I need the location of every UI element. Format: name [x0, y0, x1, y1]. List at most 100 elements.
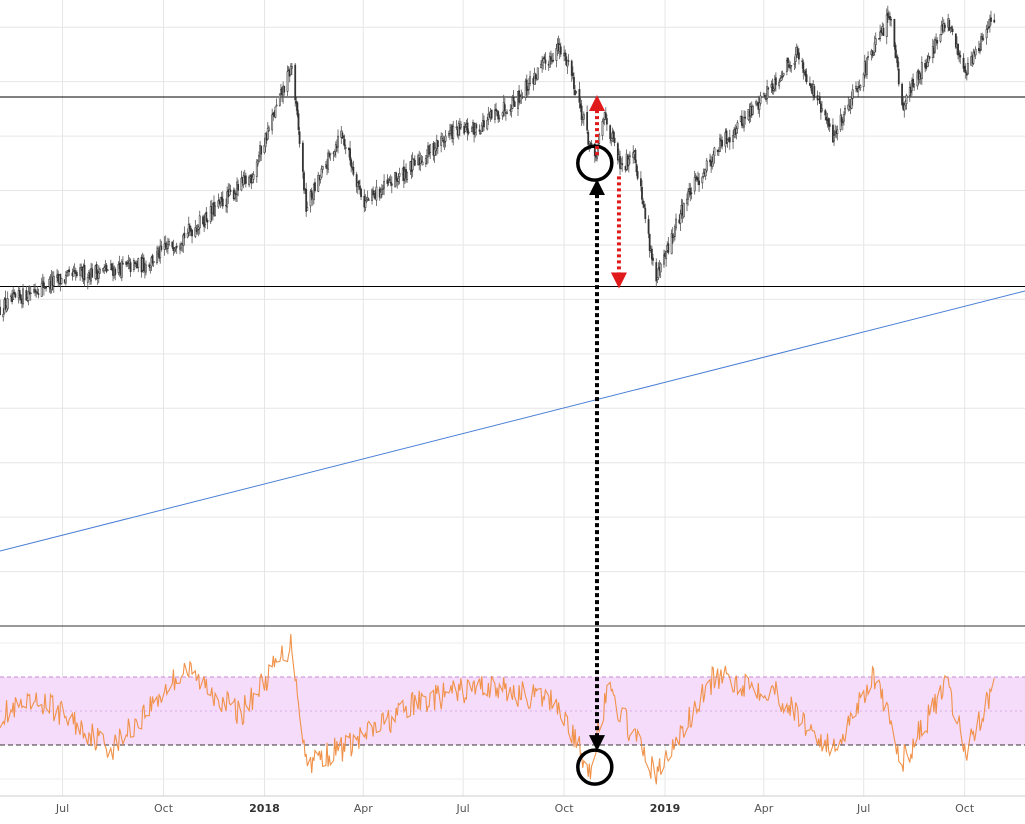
candle	[882, 23, 885, 37]
candle	[433, 141, 436, 163]
candle	[536, 67, 539, 81]
candle	[771, 78, 774, 95]
candle	[793, 56, 796, 70]
candle	[885, 8, 888, 45]
candle	[796, 45, 799, 59]
candle	[364, 194, 367, 212]
candle	[294, 63, 297, 107]
candle	[164, 235, 167, 250]
candle	[905, 93, 908, 110]
candle	[496, 109, 499, 117]
candle	[167, 237, 169, 255]
candle	[948, 18, 951, 32]
candle	[743, 110, 745, 132]
candle	[303, 170, 305, 194]
trendline[interactable]	[0, 290, 1025, 552]
candle	[751, 104, 754, 116]
candle	[667, 237, 670, 255]
candle	[612, 129, 615, 143]
candle	[255, 159, 258, 183]
candle	[962, 53, 965, 73]
candle	[398, 167, 401, 185]
candle	[434, 142, 437, 156]
candle	[443, 136, 446, 150]
candle	[258, 151, 260, 163]
candle	[920, 56, 923, 85]
candle	[460, 120, 462, 130]
x-tick-label-1: Oct	[154, 802, 174, 815]
candle	[642, 197, 644, 208]
candle	[159, 239, 162, 264]
candle	[12, 286, 15, 301]
candle	[896, 54, 899, 71]
x-axis: Jul Oct 2018 Apr Jul Oct 2019 Apr Jul Oct	[55, 802, 975, 815]
candle	[694, 172, 697, 182]
candle	[52, 271, 55, 293]
candle	[874, 32, 877, 53]
candle	[540, 60, 542, 69]
candle	[759, 91, 762, 106]
candle	[774, 72, 777, 92]
candle	[954, 33, 957, 50]
candle	[142, 254, 145, 274]
candle	[990, 10, 992, 26]
candle	[855, 81, 857, 93]
x-tick-label-6: 2019	[650, 802, 681, 815]
candle	[705, 157, 708, 173]
candle	[790, 65, 793, 73]
candle	[927, 52, 930, 67]
candle	[379, 187, 382, 199]
candle	[648, 233, 651, 258]
candle	[263, 137, 266, 155]
candle	[220, 192, 223, 207]
candle	[106, 268, 109, 271]
candle	[429, 143, 432, 159]
candle	[555, 43, 558, 68]
x-tick-label-2: 2018	[249, 802, 280, 815]
candle	[543, 53, 546, 60]
candle	[643, 200, 646, 209]
candle	[333, 149, 336, 158]
candle	[993, 13, 996, 24]
candle	[825, 111, 828, 125]
candle	[266, 122, 269, 141]
candle	[298, 127, 301, 148]
candle	[256, 159, 259, 167]
candle	[41, 273, 44, 288]
candle	[647, 215, 650, 239]
candle	[728, 129, 731, 150]
candle	[18, 287, 21, 301]
candle	[782, 72, 785, 78]
candle	[252, 171, 255, 184]
candle	[541, 55, 544, 73]
candle	[988, 14, 991, 33]
candle	[687, 187, 689, 206]
candle	[512, 90, 515, 106]
candle	[440, 132, 443, 153]
candle	[859, 84, 862, 91]
candle	[289, 63, 292, 76]
candle	[981, 32, 984, 42]
candle	[244, 172, 247, 188]
candle	[934, 36, 936, 54]
candle	[655, 258, 658, 288]
candle	[627, 153, 630, 173]
candle	[168, 238, 170, 247]
candle	[736, 120, 739, 134]
candle	[665, 251, 668, 267]
candle	[412, 158, 415, 161]
candle	[214, 201, 216, 217]
candle	[171, 241, 174, 249]
candle	[690, 187, 693, 200]
candle	[486, 116, 489, 131]
trendline-layer	[0, 290, 1025, 552]
candle	[950, 25, 953, 33]
candle	[301, 140, 304, 179]
candle	[375, 179, 378, 206]
candle	[780, 71, 783, 81]
candle	[582, 111, 585, 126]
candle	[251, 173, 254, 184]
candle	[510, 104, 513, 118]
candle	[191, 228, 193, 244]
